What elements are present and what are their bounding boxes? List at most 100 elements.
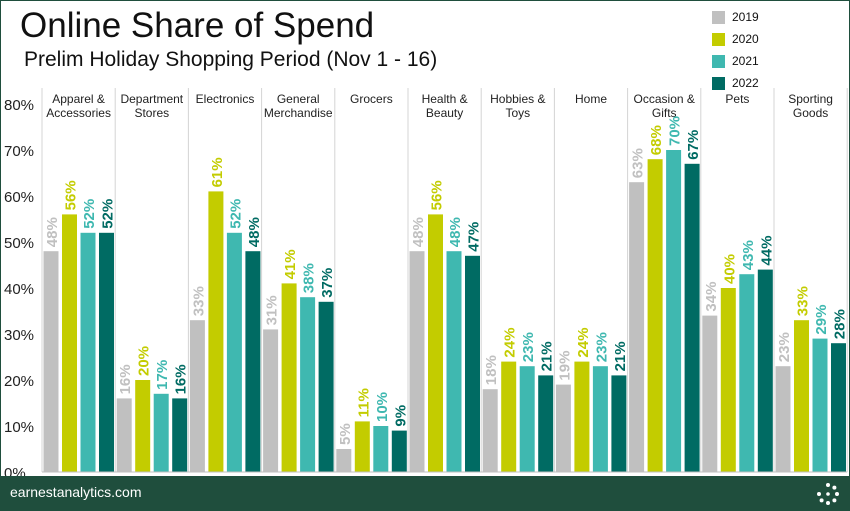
category-label: Gifts <box>652 106 677 120</box>
bar <box>446 251 462 472</box>
bar <box>739 274 755 472</box>
bar-chart: 0% 10% 20% 30% 40% 50% 60% 70% 80% Apparel &Acces… <box>4 88 849 476</box>
data-label: 67% <box>685 130 702 160</box>
legend-label: 2021 <box>732 54 759 68</box>
category-label: Hobbies & <box>490 92 545 106</box>
bar <box>354 421 370 472</box>
chart-subtitle: Prelim Holiday Shopping Period (Nov 1 - … <box>24 48 438 71</box>
data-label: 16% <box>173 364 190 394</box>
bar <box>501 361 517 472</box>
data-label: 9% <box>392 405 409 427</box>
bar <box>80 232 96 472</box>
data-label: 5% <box>337 423 354 445</box>
data-label: 63% <box>630 148 647 178</box>
data-label: 10% <box>374 392 391 422</box>
data-label: 52% <box>227 199 244 229</box>
data-label: 48% <box>410 217 427 247</box>
bar <box>757 269 773 472</box>
data-label: 31% <box>264 295 281 325</box>
bar <box>465 255 480 472</box>
bar <box>135 380 151 472</box>
legend-item: 2019 <box>712 6 759 28</box>
bar <box>226 232 242 472</box>
bar <box>684 163 700 473</box>
data-label: 28% <box>832 309 849 339</box>
data-label: 33% <box>795 286 812 316</box>
bar <box>336 449 352 472</box>
bar <box>831 343 846 472</box>
data-label: 29% <box>813 305 830 335</box>
legend: 2019 2020 2021 2022 <box>712 6 759 94</box>
bar <box>373 426 389 472</box>
bar <box>318 301 334 472</box>
bar <box>428 214 443 472</box>
chart-title: Online Share of Spend <box>20 6 375 45</box>
data-label: 48% <box>447 217 464 247</box>
legend-label: 2020 <box>732 32 759 46</box>
data-label: 44% <box>758 236 775 266</box>
data-label: 47% <box>466 222 483 252</box>
data-label: 56% <box>429 180 446 210</box>
bar <box>702 315 718 472</box>
data-label: 21% <box>612 341 629 371</box>
y-tick-label: 40% <box>4 281 34 298</box>
data-label: 37% <box>319 268 336 298</box>
data-label: 48% <box>44 217 61 247</box>
legend-swatch <box>712 54 725 68</box>
category-label: Occasion & <box>634 92 695 106</box>
bar <box>263 329 279 472</box>
data-label: 23% <box>776 332 793 362</box>
legend-swatch <box>712 10 725 24</box>
legend-swatch <box>712 32 725 46</box>
bar <box>189 320 205 472</box>
category-label: Accessories <box>46 106 111 120</box>
legend-item: 2021 <box>712 50 759 72</box>
earnest-dots-logo-icon <box>817 483 839 505</box>
category-label: Stores <box>134 106 169 120</box>
y-tick-label: 10% <box>4 419 34 436</box>
bar <box>153 393 169 472</box>
footer-website[interactable]: earnestanalytics.com <box>10 484 142 500</box>
category-label: General <box>277 92 320 106</box>
category-label: Sporting <box>788 92 833 106</box>
data-label: 68% <box>648 125 665 155</box>
y-tick-label: 0% <box>4 465 26 476</box>
data-label: 18% <box>483 355 500 385</box>
legend-item: 2020 <box>712 28 759 50</box>
bar <box>647 159 663 472</box>
bar <box>62 214 77 472</box>
data-label: 24% <box>575 328 592 358</box>
category-label: Electronics <box>196 92 255 106</box>
bar <box>281 283 297 472</box>
y-tick-label: 30% <box>4 327 34 344</box>
legend-item: 2022 <box>712 72 759 94</box>
bar <box>666 150 682 472</box>
category-label: Apparel & <box>52 92 105 106</box>
data-label: 21% <box>539 341 556 371</box>
bar <box>43 251 59 472</box>
bar <box>99 232 114 472</box>
bar <box>538 375 554 472</box>
bar <box>574 361 590 472</box>
data-label: 40% <box>721 254 738 284</box>
category-label: Toys <box>505 106 530 120</box>
bar <box>592 366 608 472</box>
data-label: 19% <box>556 351 573 381</box>
data-label: 52% <box>81 199 98 229</box>
y-tick-label: 60% <box>4 189 34 206</box>
y-tick-label: 80% <box>4 97 34 114</box>
category-label: Pets <box>725 92 749 106</box>
bar <box>720 288 736 472</box>
data-label: 34% <box>703 282 720 312</box>
data-label: 70% <box>667 116 684 146</box>
bar <box>812 338 828 472</box>
bar <box>391 430 407 472</box>
data-label: 33% <box>190 286 207 316</box>
y-tick-label: 50% <box>4 235 34 252</box>
footer-bar: earnestanalytics.com <box>0 476 850 511</box>
bar <box>482 389 498 472</box>
category-label: Goods <box>793 106 828 120</box>
data-label: 52% <box>100 199 117 229</box>
legend-label: 2022 <box>732 76 759 90</box>
bar <box>409 251 425 472</box>
